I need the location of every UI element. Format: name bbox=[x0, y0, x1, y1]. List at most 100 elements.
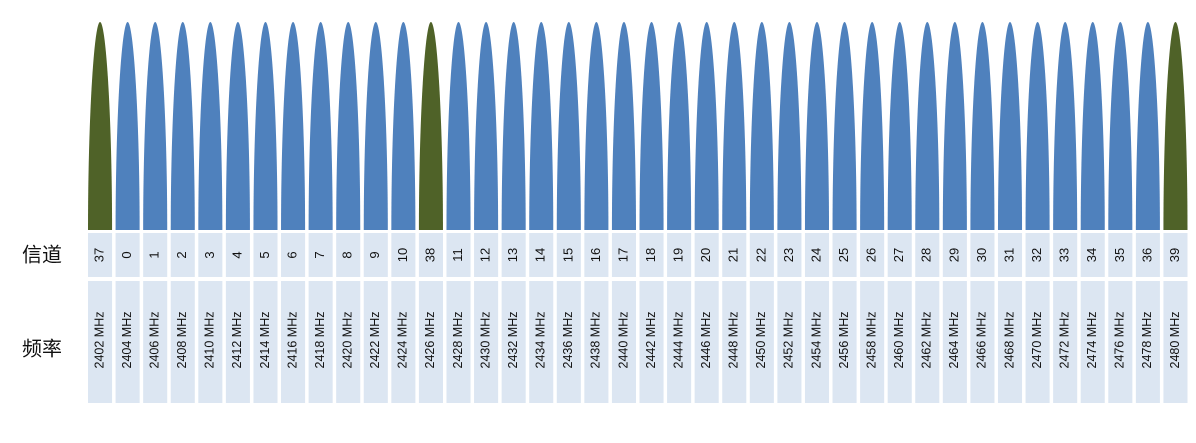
channel-cell bbox=[336, 233, 361, 277]
channel-peak bbox=[529, 22, 554, 230]
frequency-cell bbox=[611, 281, 636, 403]
channel-peak bbox=[860, 22, 885, 230]
frequency-label: 2462 MHz bbox=[920, 312, 934, 369]
channel-cell bbox=[418, 233, 443, 277]
frequency-cell bbox=[1135, 281, 1160, 403]
channel-number: 35 bbox=[1112, 248, 1127, 262]
channel-cell bbox=[281, 233, 306, 277]
channel-number: 1 bbox=[147, 251, 162, 258]
channel-cell bbox=[198, 233, 223, 277]
frequency-cell bbox=[391, 281, 416, 403]
channel-number: 6 bbox=[285, 251, 300, 258]
channel-peak bbox=[694, 22, 719, 230]
frequency-cell bbox=[860, 281, 885, 403]
channel-cell bbox=[804, 233, 830, 277]
channel-number: 26 bbox=[864, 248, 879, 262]
channel-peak bbox=[446, 22, 471, 230]
frequency-label: 2472 MHz bbox=[1057, 312, 1071, 369]
frequency-cell bbox=[777, 281, 802, 403]
frequency-label: 2456 MHz bbox=[837, 312, 851, 369]
channel-number: 38 bbox=[422, 248, 437, 262]
channel-peak bbox=[722, 22, 747, 230]
channel-number: 18 bbox=[643, 248, 658, 262]
channel-cell bbox=[143, 233, 168, 277]
frequency-label: 2444 MHz bbox=[671, 312, 685, 369]
channel-peak bbox=[198, 22, 223, 230]
frequency-cell bbox=[143, 281, 168, 403]
channel-cell bbox=[970, 233, 995, 277]
channel-number: 14 bbox=[533, 248, 548, 262]
channel-peak bbox=[667, 22, 692, 230]
channel-number: 29 bbox=[946, 248, 961, 262]
channel-cell bbox=[749, 233, 774, 277]
channel-number: 21 bbox=[726, 248, 741, 262]
channel-peak bbox=[639, 22, 664, 230]
channel-cell bbox=[1108, 233, 1133, 277]
frequency-label: 2414 MHz bbox=[258, 312, 272, 369]
channel-peak bbox=[556, 22, 581, 230]
frequency-cell bbox=[832, 281, 857, 403]
channel-peak bbox=[225, 22, 250, 230]
channel-cell bbox=[1025, 233, 1050, 277]
channel-peak bbox=[1163, 22, 1188, 230]
channel-cell bbox=[529, 233, 554, 277]
channel-peak bbox=[915, 22, 940, 230]
channel-cell bbox=[584, 233, 609, 277]
frequency-cell bbox=[501, 281, 526, 403]
channel-peak bbox=[1025, 22, 1050, 230]
frequency-label: 2434 MHz bbox=[534, 312, 548, 369]
frequency-label: 2474 MHz bbox=[1085, 312, 1099, 369]
channel-cell bbox=[1053, 233, 1078, 277]
channel-cell bbox=[225, 233, 250, 277]
frequency-cell bbox=[749, 281, 774, 403]
frequency-cell bbox=[887, 281, 912, 403]
frequency-cell bbox=[667, 281, 692, 403]
frequency-label: 2442 MHz bbox=[644, 312, 658, 369]
frequency-label: 2436 MHz bbox=[561, 312, 575, 369]
frequency-cell bbox=[308, 281, 333, 403]
frequency-cell bbox=[529, 281, 554, 403]
channel-number: 7 bbox=[312, 251, 327, 258]
frequency-cell bbox=[170, 281, 195, 403]
channel-cell bbox=[887, 233, 912, 277]
frequency-cell bbox=[1080, 281, 1105, 403]
frequency-label: 2406 MHz bbox=[147, 312, 161, 369]
channel-cell bbox=[446, 233, 471, 277]
frequency-label: 2410 MHz bbox=[203, 312, 217, 369]
channel-peak bbox=[997, 22, 1023, 230]
frequency-cell bbox=[253, 281, 278, 403]
frequency-cell bbox=[694, 281, 719, 403]
channel-number: 17 bbox=[615, 248, 630, 262]
channel-number: 37 bbox=[91, 248, 106, 262]
channel-number: 27 bbox=[891, 248, 906, 262]
channel-peak bbox=[308, 22, 333, 230]
frequency-cell bbox=[584, 281, 609, 403]
channel-cell bbox=[667, 233, 692, 277]
channel-peak bbox=[363, 22, 388, 230]
frequency-cell bbox=[1163, 281, 1188, 403]
channel-number: 20 bbox=[698, 248, 713, 262]
channel-number: 4 bbox=[229, 251, 244, 258]
channel-number: 2 bbox=[174, 251, 189, 258]
frequency-label: 2458 MHz bbox=[864, 312, 878, 369]
channel-number: 19 bbox=[671, 248, 686, 262]
channel-cell bbox=[391, 233, 416, 277]
channel-cell bbox=[308, 233, 333, 277]
frequency-cell bbox=[198, 281, 223, 403]
frequency-label: 2412 MHz bbox=[230, 312, 244, 369]
frequency-cell bbox=[336, 281, 361, 403]
frequency-cell bbox=[281, 281, 306, 403]
frequency-label: 2430 MHz bbox=[478, 312, 492, 369]
channel-cell bbox=[694, 233, 719, 277]
channel-peak bbox=[887, 22, 912, 230]
channel-number: 36 bbox=[1139, 248, 1154, 262]
channel-number: 28 bbox=[919, 248, 934, 262]
frequency-label: 2424 MHz bbox=[396, 312, 410, 369]
frequency-cell bbox=[722, 281, 747, 403]
channel-cell bbox=[556, 233, 581, 277]
channel-number: 13 bbox=[505, 248, 520, 262]
frequency-cell bbox=[1108, 281, 1133, 403]
channel-number: 39 bbox=[1167, 248, 1182, 262]
frequency-cell bbox=[88, 281, 113, 403]
frequency-label: 2448 MHz bbox=[727, 312, 741, 369]
